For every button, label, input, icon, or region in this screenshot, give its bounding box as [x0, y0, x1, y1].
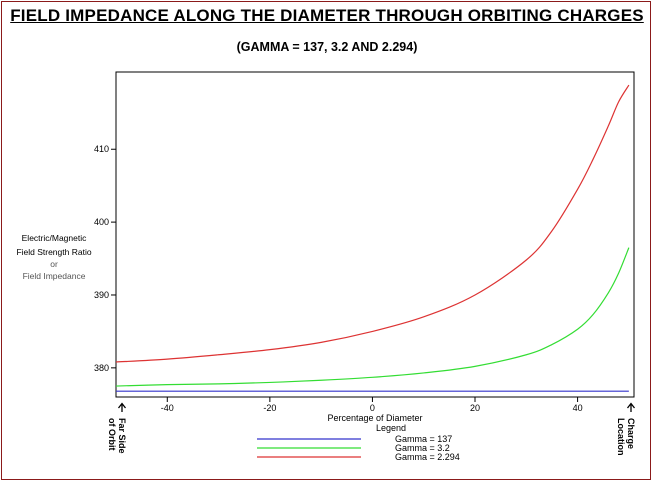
ticks-layer: 380 390 400 410 -40 -20 0 20 40 [94, 144, 583, 413]
chart-subtitle: (GAMMA = 137, 3.2 AND 2.294) [236, 40, 418, 54]
y-tick-label: 380 [94, 363, 109, 373]
far-side-annotation: Far Side of Orbit [107, 402, 127, 454]
legend-title: Legend [376, 423, 406, 433]
series-line-2 [115, 247, 630, 387]
x-tick-label: 40 [573, 403, 583, 413]
y-axis-label-line-4: Field Impedance [22, 271, 86, 281]
legend-label-1: Gamma = 137 [395, 434, 452, 444]
x-axis-label: Percentage of Diameter [327, 413, 422, 423]
legend-label-3: Gamma = 2.294 [395, 452, 460, 462]
x-tick-label: 0 [370, 403, 375, 413]
right-note-line-2: Location [616, 418, 626, 456]
up-arrow-icon [117, 402, 127, 412]
y-tick-label: 410 [94, 144, 109, 154]
legend-label-2: Gamma = 3.2 [395, 443, 450, 453]
y-axis-label-line-1: Electric/Magnetic [21, 233, 87, 243]
right-note-line-1: Charge [626, 418, 636, 449]
x-tick-label: 20 [470, 403, 480, 413]
up-arrow-icon [626, 402, 636, 412]
charge-location-annotation: Charge Location [616, 402, 636, 456]
left-note-line-2: of Orbit [107, 418, 117, 451]
series-layer [115, 84, 630, 392]
plot-area [115, 71, 635, 398]
x-tick-label: -20 [263, 403, 276, 413]
y-tick-label: 390 [94, 290, 109, 300]
series-line-3 [115, 84, 630, 363]
chart-title: FIELD IMPEDANCE ALONG THE DIAMETER THROU… [10, 6, 644, 25]
x-tick-label: -40 [161, 403, 174, 413]
y-tick-label: 400 [94, 217, 109, 227]
left-note-line-1: Far Side [117, 418, 127, 454]
y-axis-label-line-3: or [50, 259, 58, 269]
y-axis-label-line-2: Field Strength Ratio [16, 247, 92, 257]
